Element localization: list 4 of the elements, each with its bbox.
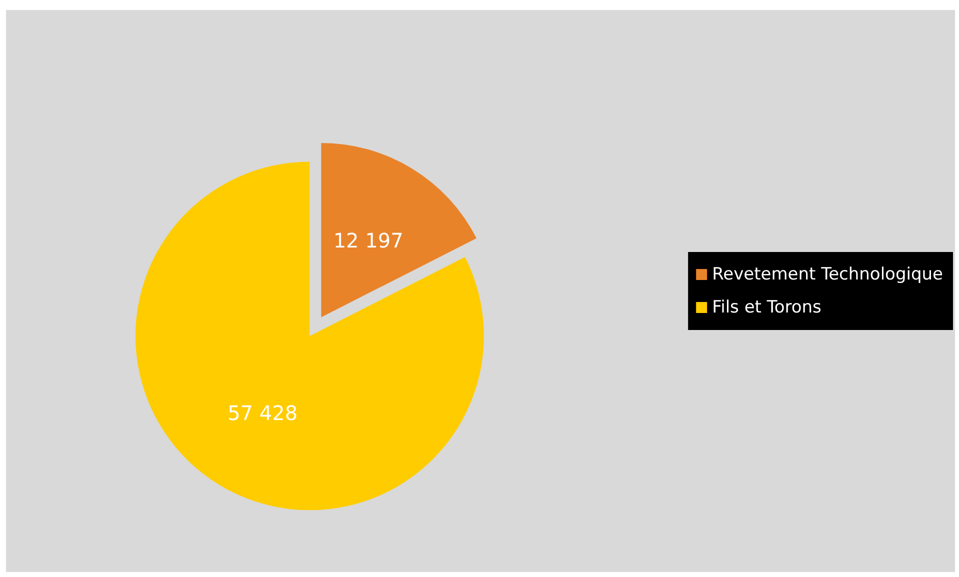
data-label: 57 428: [228, 400, 298, 425]
data-label: 12 197: [333, 228, 404, 252]
legend-label: Fils et Torons: [712, 298, 822, 318]
legend-label: Revetement Technologique: [712, 264, 944, 284]
